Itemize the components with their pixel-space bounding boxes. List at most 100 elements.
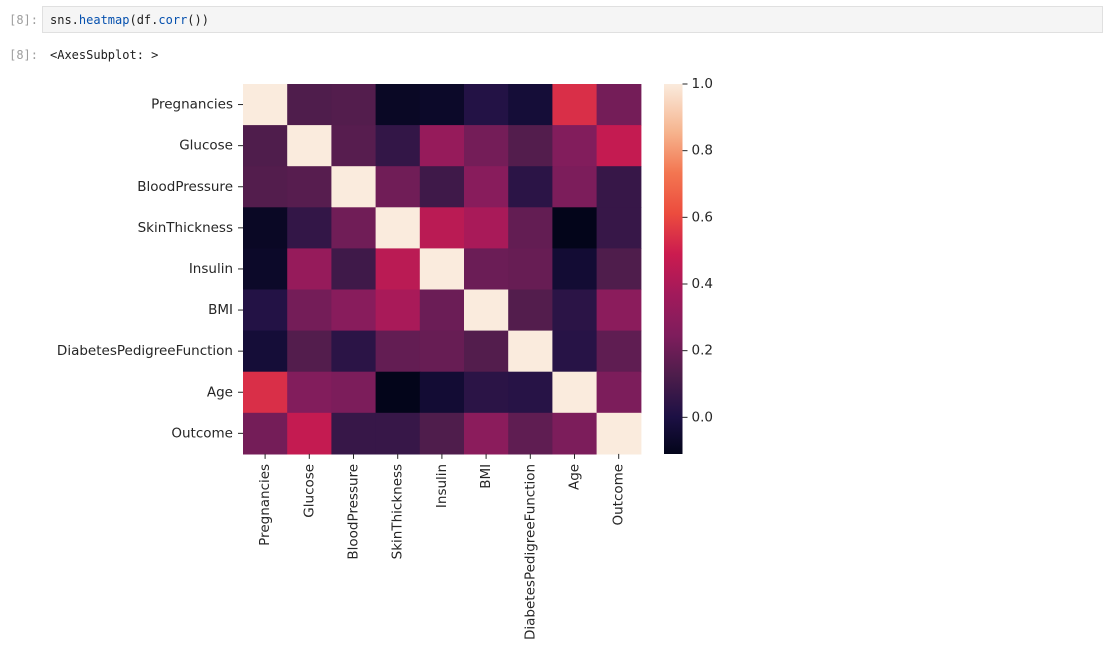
heatmap-cell [331,330,377,373]
heatmap-cell [375,289,421,332]
heatmap-cell [552,166,598,208]
input-prompt: [8]: [9,13,38,27]
heatmap-cell [552,371,598,414]
heatmap-cell [552,412,598,455]
heatmap-cell [375,207,421,249]
heatmap-cell [464,125,509,167]
x-tick-label: SkinThickness [390,464,406,559]
heatmap-cell [552,289,598,332]
heatmap-cell [287,166,332,208]
y-tick-label: Insulin [189,261,233,277]
heatmap-cell [331,371,377,414]
heatmap-cell [287,207,332,249]
heatmap-cell [375,125,421,167]
y-tick-label: Pregnancies [151,97,233,113]
x-tick-labels: Pregnancies Glucose BloodPressure SkinThick… [257,453,627,640]
x-tick-label: Insulin [434,464,450,508]
heatmap-cell [508,125,553,167]
colorbar-tick-label: 0.0 [692,409,713,425]
y-tick-label: BMI [208,302,233,318]
heatmap-cell [508,248,553,291]
heatmap-cell [331,125,377,167]
heatmap-cell [287,125,332,167]
heatmap-cell [552,330,598,373]
heatmap-cell [243,166,288,208]
y-tick-label: BloodPressure [137,179,233,195]
heatmap-cell [419,330,465,373]
heatmap-cell [287,248,332,291]
heatmap-cell [508,289,553,332]
heatmap-cell [508,371,553,414]
x-tick-label: Glucose [301,464,317,518]
heatmap-cell [375,84,421,126]
heatmap-cell [596,248,642,291]
heatmap-cell [419,248,465,291]
colorbar-tick-label: 0.2 [692,343,713,359]
heatmap-cell [419,412,465,455]
colorbar-tick-label: 0.4 [692,276,713,292]
colorbar [664,84,683,454]
heatmap-cell [331,84,377,126]
y-tick-label: Age [207,384,233,400]
heatmap-cell [508,166,553,208]
x-tick-label: Pregnancies [257,464,273,546]
heatmap-cells [243,84,642,455]
heatmap-cell [287,84,332,126]
output-repr: <AxesSubplot: > [50,48,159,62]
heatmap-cell [596,371,642,414]
heatmap-cell [552,84,598,126]
heatmap-cell [596,84,642,126]
heatmap-cell [243,84,288,126]
heatmap-cell [331,248,377,291]
heatmap-cell [596,289,642,332]
heatmap-cell [375,371,421,414]
heatmap-cell [419,289,465,332]
heatmap-cell [464,330,509,373]
heatmap-cell [419,166,465,208]
heatmap-cell [243,248,288,291]
x-tick-label: BMI [478,464,494,489]
heatmap-cell [596,125,642,167]
heatmap-cell [331,412,377,455]
heatmap-cell [375,412,421,455]
heatmap-cell [243,289,288,332]
heatmap-cell [596,166,642,208]
code-input-cell[interactable]: sns.heatmap(df.corr()) [42,6,1103,33]
heatmap-cell [552,248,598,291]
heatmap-cell [331,166,377,208]
x-tick-label: DiabetesPedigreeFunction [522,464,538,640]
heatmap-cell [464,412,509,455]
x-tick-label: BloodPressure [346,464,362,560]
heatmap-cell [552,125,598,167]
heatmap-cell [419,125,465,167]
y-tick-labels: Pregnancies Glucose BloodPressure SkinThick… [57,97,243,441]
heatmap-cell [375,330,421,373]
colorbar-tick-label: 1.0 [692,76,713,92]
heatmap-cell [287,371,332,414]
heatmap-cell [464,289,509,332]
heatmap-cell [419,84,465,126]
heatmap-cell [331,207,377,249]
code-suffix: ()) [187,13,209,27]
heatmap-cell [243,125,288,167]
heatmap-cell [596,412,642,455]
heatmap-cell [287,412,332,455]
heatmap-cell [596,207,642,249]
y-tick-label: SkinThickness [138,220,233,236]
heatmap-cell [464,248,509,291]
heatmap-cell [243,371,288,414]
x-tick-label: Age [567,464,583,490]
output-prompt: [8]: [9,48,38,62]
heatmap-cell [287,330,332,373]
heatmap-cell [419,371,465,414]
heatmap-cell [552,207,598,249]
colorbar-tick-label: 0.8 [692,143,713,159]
code-mid: (df. [129,13,159,27]
heatmap-cell [464,166,509,208]
heatmap-cell [243,207,288,249]
heatmap-cell [243,412,288,455]
heatmap-cell [287,289,332,332]
heatmap-cell [375,166,421,208]
heatmap-cell [464,207,509,249]
